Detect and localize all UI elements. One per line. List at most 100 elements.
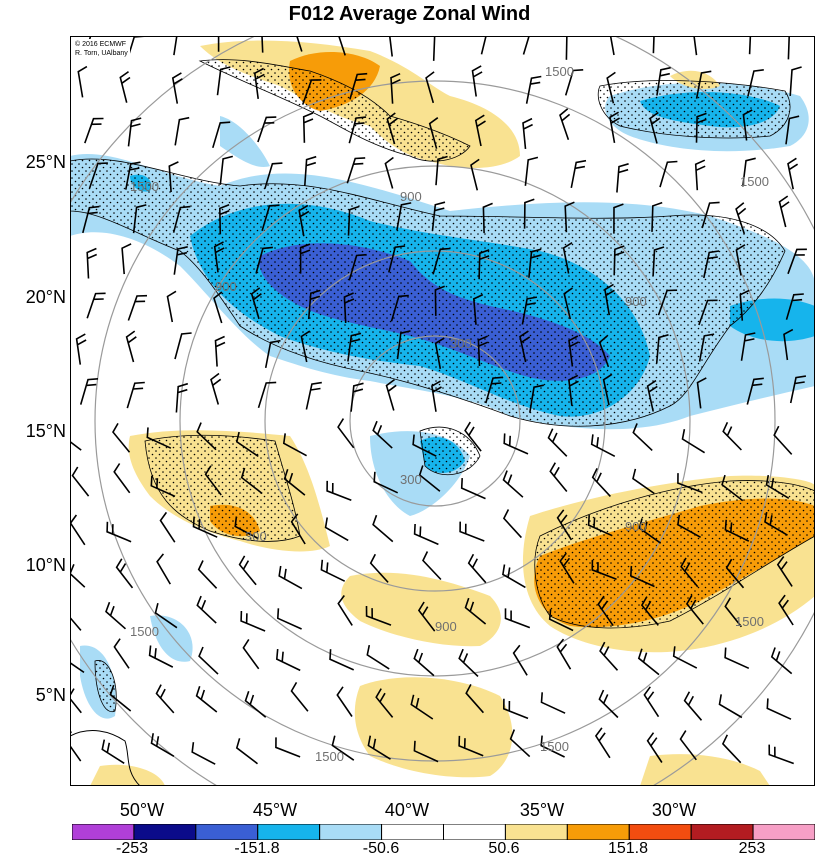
- wind-barb: [126, 381, 145, 409]
- wind-barb: [386, 112, 398, 145]
- wind-barb: [652, 36, 655, 54]
- wind-barb: [300, 330, 311, 363]
- wind-barb: [435, 155, 448, 186]
- wind-barb: [296, 36, 303, 52]
- wind-barb: [740, 332, 756, 361]
- wind-barb: [283, 469, 306, 496]
- wind-barb: [154, 603, 178, 629]
- wind-barb: [643, 686, 660, 718]
- wind-barb: [785, 293, 804, 320]
- wind-barb: [418, 465, 441, 492]
- wind-barb: [606, 71, 616, 104]
- wind-barb: [562, 242, 573, 274]
- wind-barb: [564, 69, 584, 96]
- wind-barb: [305, 381, 322, 410]
- wind-barb: [166, 290, 177, 323]
- wind-barb: [413, 740, 439, 763]
- wind-barb: [431, 201, 446, 231]
- wind-barb: [86, 247, 98, 279]
- wind-barb: [197, 560, 218, 589]
- wind-barb: [651, 201, 663, 232]
- wind-barb: [540, 692, 566, 714]
- wind-barb: [218, 203, 230, 235]
- wind-barb: [718, 694, 743, 719]
- wind-barb: [82, 205, 100, 234]
- colorbar-label-3: -50.6: [362, 840, 400, 857]
- wind-barb: [412, 434, 437, 457]
- wind-barb: [556, 509, 573, 541]
- wind-barb: [591, 559, 617, 581]
- credit-box: © 2016 ECMWF R. Torn, UAlbany: [73, 39, 130, 59]
- wind-barb: [502, 698, 529, 720]
- wind-barb: [637, 648, 660, 676]
- wind-barb: [173, 36, 178, 56]
- wind-barb: [747, 69, 764, 97]
- wind-barb: [159, 511, 176, 543]
- wind-barb: [677, 473, 703, 494]
- wind-barb: [331, 735, 355, 761]
- wind-barb: [261, 36, 264, 53]
- wind-barb: [250, 287, 262, 320]
- wind-barb: [502, 470, 524, 498]
- wind-barb: [105, 601, 127, 630]
- lat-label-25n: 25°N: [25, 152, 66, 172]
- wind-barb: [150, 733, 175, 757]
- contour-label-900-e: 900: [435, 619, 457, 634]
- wind-barb: [522, 36, 533, 55]
- wind-barb: [474, 114, 486, 147]
- wind-barb: [735, 244, 746, 276]
- wind-barb: [146, 427, 172, 449]
- wind-barb: [519, 330, 531, 363]
- wind-barb: [302, 112, 314, 143]
- wind-barb: [417, 601, 436, 632]
- wind-barb: [748, 36, 752, 55]
- wind-barb: [432, 36, 436, 61]
- wind-barb: [213, 241, 225, 273]
- wind-barb: [240, 610, 266, 632]
- map-title: F012 Average Zonal Wind: [288, 3, 531, 25]
- wind-barb: [458, 648, 479, 677]
- wind-barb: [778, 195, 790, 228]
- wind-barb: [529, 384, 544, 413]
- wind-barb: [609, 111, 621, 144]
- wind-barb: [298, 204, 310, 237]
- wind-barb: [509, 729, 531, 758]
- wind-barb: [264, 162, 283, 189]
- contour-label-1500-f: 1500: [315, 749, 344, 764]
- wind-barb: [369, 553, 389, 583]
- wind-barb: [646, 379, 658, 412]
- wind-barb: [257, 116, 277, 143]
- wind-barb: [329, 649, 355, 671]
- wind-barb: [524, 156, 539, 186]
- wind-barb: [609, 36, 615, 56]
- wind-barb: [725, 558, 745, 589]
- wind-barb: [171, 72, 183, 104]
- wind-barb: [307, 289, 321, 320]
- wind-barb: [512, 644, 528, 676]
- wind-barb: [656, 66, 671, 96]
- wind-barb: [84, 117, 104, 144]
- wind-barb: [629, 565, 655, 588]
- wind-barb: [638, 518, 662, 544]
- wind-barb: [587, 515, 613, 537]
- wind-barb: [396, 330, 411, 360]
- wind-barb: [540, 735, 565, 758]
- wind-barb: [434, 337, 445, 369]
- wind-barb: [460, 478, 486, 500]
- wind-barb: [337, 418, 355, 449]
- wind-barb: [219, 155, 233, 185]
- wind-barb: [776, 556, 793, 587]
- wind-barb: [385, 378, 397, 411]
- contour-label-900-b: 900: [215, 279, 237, 294]
- wind-barb: [471, 65, 483, 97]
- wind-barb: [375, 688, 394, 718]
- wind-barb: [253, 67, 265, 100]
- wind-barb: [396, 202, 412, 231]
- wind-barb: [155, 684, 175, 714]
- wind-barb: [434, 285, 445, 316]
- wind-barb: [548, 609, 574, 632]
- wind-barb: [347, 332, 362, 362]
- wind-barb: [724, 647, 750, 670]
- wind-barb: [106, 521, 132, 543]
- wind-barb: [735, 202, 747, 234]
